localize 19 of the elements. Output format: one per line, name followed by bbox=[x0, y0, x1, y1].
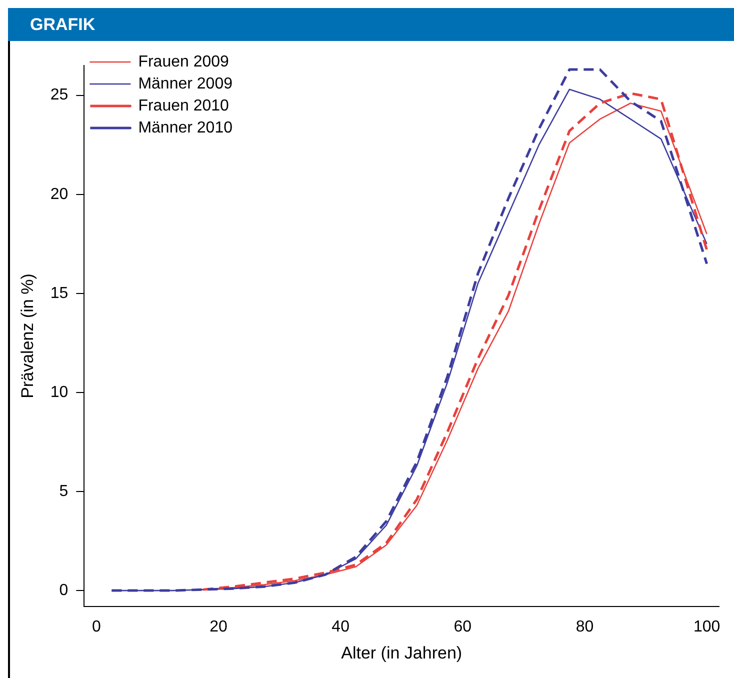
y-tick-label: 25 bbox=[50, 86, 68, 104]
x-tick-label: 60 bbox=[454, 618, 472, 636]
y-tick-label: 5 bbox=[59, 482, 68, 500]
legend-label: Frauen 2009 bbox=[138, 53, 230, 70]
x-tick-label: 40 bbox=[332, 618, 350, 636]
y-axis-title: Prävalenz (in %) bbox=[18, 274, 37, 398]
y-tick-label: 10 bbox=[50, 384, 68, 401]
chart-title: GRAFIK bbox=[8, 8, 734, 41]
x-axis-title: Alter (in Jahren) bbox=[341, 643, 462, 662]
y-tick-label: 0 bbox=[59, 582, 68, 599]
x-tick-label: 20 bbox=[210, 618, 228, 636]
legend-label: Männer 2009 bbox=[138, 75, 233, 92]
legend-label: Frauen 2010 bbox=[138, 97, 230, 114]
y-tick-label: 15 bbox=[50, 284, 68, 302]
legend-label: Männer 2010 bbox=[138, 119, 233, 136]
x-tick-label: 0 bbox=[92, 618, 101, 636]
y-tick-label: 20 bbox=[50, 186, 68, 203]
x-tick-label: 80 bbox=[576, 618, 594, 636]
x-tick-label: 100 bbox=[693, 618, 720, 636]
